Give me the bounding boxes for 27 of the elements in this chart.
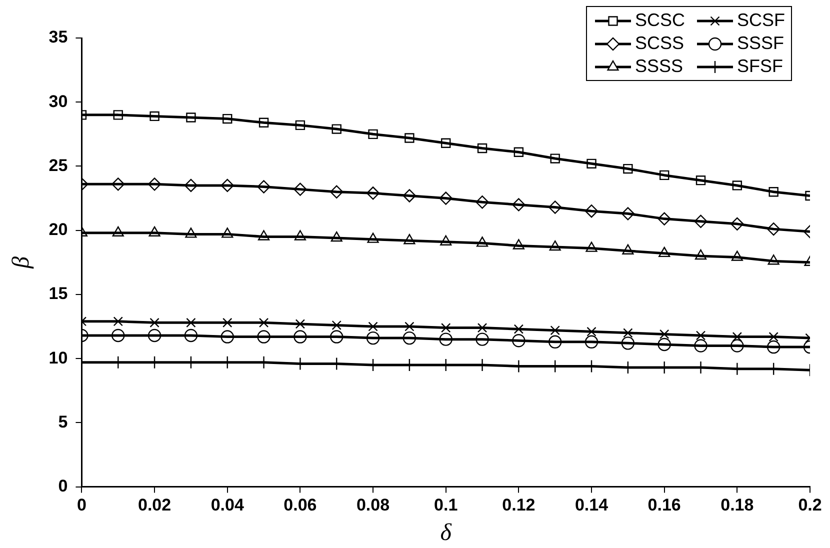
y-axis-title: β	[8, 256, 35, 270]
x-tick-label: 0.14	[574, 496, 609, 515]
legend-label: SSSS	[634, 56, 683, 77]
y-tick-label: 35	[48, 28, 68, 47]
x-tick-label: 0.16	[648, 496, 681, 515]
x-tick-label: 0.08	[356, 496, 390, 515]
legend-label: SCSF	[736, 10, 785, 31]
x-tick-label: 0.18	[720, 496, 754, 515]
legend-label: SSSF	[736, 33, 784, 54]
x-tick-label: 0	[76, 496, 86, 515]
x-axis-title: δ	[440, 520, 452, 546]
x-tick-label: 0.06	[284, 496, 317, 515]
y-tick-label: 25	[48, 156, 68, 175]
x-tick-label: 0.04	[210, 496, 244, 515]
y-tick-label: 5	[58, 412, 68, 432]
x-tick-label: 0.1	[434, 496, 458, 515]
legend-label: SFSF	[736, 56, 783, 77]
y-tick-label: 10	[48, 348, 68, 368]
y-tick-label: 15	[48, 284, 68, 304]
legend-label: SCSS	[634, 33, 684, 54]
x-tick-label: 0.02	[138, 496, 172, 515]
legend-label: SCSC	[634, 10, 685, 31]
y-tick-label: 0	[58, 476, 68, 496]
x-tick-label: 0.2	[798, 496, 822, 515]
y-tick-label: 20	[48, 220, 68, 240]
x-tick-label: 0.12	[502, 496, 536, 515]
y-tick-label: 30	[48, 92, 68, 111]
